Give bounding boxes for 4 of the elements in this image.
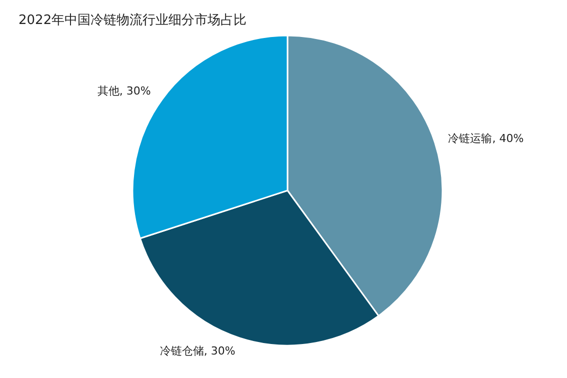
slice-label: 其他, 30% <box>97 84 151 98</box>
chart-title: 2022年中国冷链物流行业细分市场占比 <box>18 12 247 28</box>
slice-label: 冷链运输, 40% <box>448 132 524 145</box>
slice-label: 冷链仓储, 30% <box>160 344 236 358</box>
